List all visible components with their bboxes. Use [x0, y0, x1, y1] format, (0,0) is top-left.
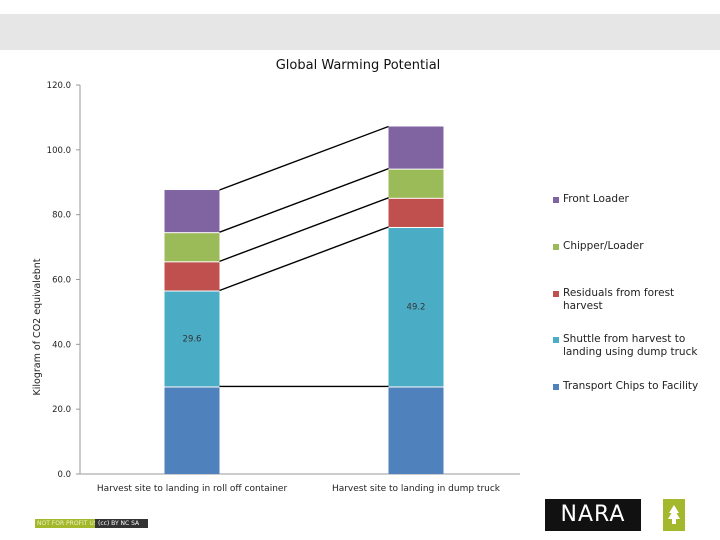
- connector-line: [219, 197, 389, 263]
- legend-swatch: [553, 291, 559, 297]
- connector-lines: [219, 125, 389, 388]
- legend-label: Shuttle from harvest to landing using du…: [563, 333, 698, 358]
- bar-segment-chipper-loader: [388, 169, 444, 198]
- y-tick-label: 60.0: [52, 276, 71, 286]
- legend-item: Residuals from forest harvest: [553, 287, 703, 313]
- x-tick-label: Harvest site to landing in dump truck: [332, 484, 501, 494]
- axes: [79, 85, 520, 475]
- nara-logo: NARA: [545, 499, 641, 531]
- tree-icon: [668, 505, 680, 524]
- bar-segment-residuals-from-forest-harvest: [164, 262, 220, 291]
- data-label: 29.6: [183, 334, 202, 344]
- bar-segment-shuttle-from-harvest-to-landing-using-dump-truck: [388, 227, 444, 387]
- bar-segment-front-loader: [388, 126, 444, 169]
- bar-segment-chipper-loader: [164, 233, 220, 262]
- legend-item: Shuttle from harvest to landing using du…: [553, 333, 703, 359]
- bar-segment-transport-chips-to-facility: [388, 387, 444, 474]
- legend-label: Residuals from forest harvest: [563, 287, 675, 312]
- x-tick-labels: Harvest site to landing in roll off cont…: [97, 484, 501, 494]
- data-labels: 29.6 49.2: [183, 303, 426, 345]
- connector-line: [219, 226, 389, 292]
- legend-label: Chipper/Loader: [563, 240, 644, 252]
- bars: [164, 126, 444, 474]
- legend-item: Transport Chips to Facility: [553, 380, 703, 393]
- bar-segment-shuttle-from-harvest-to-landing-using-dump-truck: [164, 291, 220, 387]
- y-tick-label: 20.0: [52, 405, 71, 415]
- tree-logo: [663, 499, 685, 531]
- x-tick-label: Harvest site to landing in roll off cont…: [97, 484, 288, 494]
- bar-segment-transport-chips-to-facility: [164, 387, 220, 474]
- data-label: 49.2: [407, 303, 426, 313]
- top-bar: [0, 14, 720, 50]
- bar-segment-residuals-from-forest-harvest: [388, 198, 444, 227]
- legend-swatch: [553, 244, 559, 250]
- y-axis-label: Kilogram of CO2 equivalebnt: [32, 258, 43, 395]
- y-tick-label: 100.0: [47, 146, 71, 156]
- y-ticks: 0.0 20.0 40.0 60.0 80.0 100.0 120.0: [47, 81, 80, 480]
- badge-right-text: (cc) BY NC SA: [95, 519, 148, 528]
- bar-segment-front-loader: [164, 190, 220, 233]
- y-tick-label: 0.0: [57, 470, 71, 480]
- legend-swatch: [553, 337, 559, 343]
- legend-item: Front Loader: [553, 193, 703, 206]
- y-tick-label: 120.0: [47, 81, 71, 91]
- connector-line: [219, 125, 389, 191]
- connector-line: [219, 167, 389, 233]
- license-badge: NOT FOR PROFIT USE (cc) BY NC SA: [35, 519, 148, 528]
- legend-label: Front Loader: [563, 193, 629, 205]
- legend-item: Chipper/Loader: [553, 240, 703, 253]
- legend-swatch: [553, 197, 559, 203]
- y-tick-label: 80.0: [52, 211, 71, 221]
- y-tick-label: 40.0: [52, 340, 71, 350]
- legend-swatch: [553, 384, 559, 390]
- legend: Front Loader Chipper/Loader Residuals from…: [553, 0, 718, 540]
- badge-left-text: NOT FOR PROFIT USE: [35, 519, 95, 528]
- chart-title: Global Warming Potential: [276, 58, 441, 73]
- legend-label: Transport Chips to Facility: [563, 380, 699, 392]
